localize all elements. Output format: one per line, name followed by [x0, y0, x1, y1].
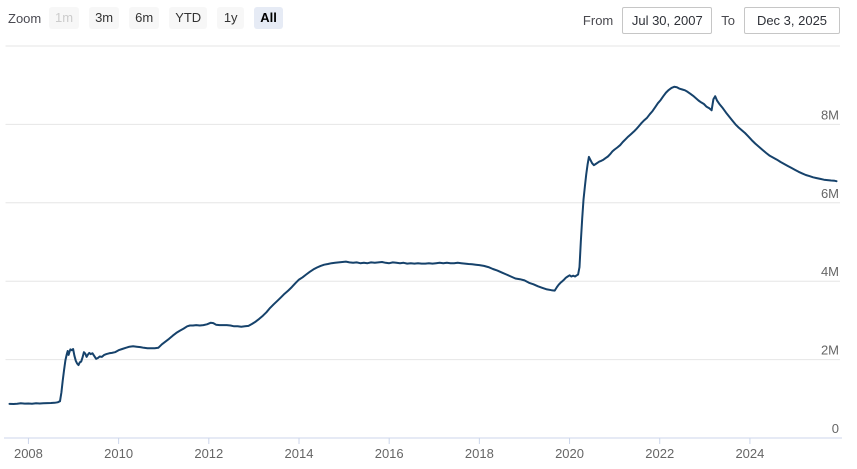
- x-axis-label: 2008: [14, 446, 43, 461]
- x-axis-label: 2020: [555, 446, 584, 461]
- x-axis-label: 2024: [735, 446, 764, 461]
- to-date-input[interactable]: [744, 7, 840, 34]
- x-axis-label: 2012: [194, 446, 223, 461]
- from-label: From: [582, 13, 614, 28]
- range-button-ytd[interactable]: YTD: [169, 7, 208, 29]
- x-axis-label: 2014: [285, 446, 314, 461]
- y-axis-label: 0: [832, 421, 839, 436]
- range-button-1y[interactable]: 1y: [217, 7, 245, 29]
- range-selector: Zoom 1m 3m 6m YTD 1y All From To: [0, 7, 857, 34]
- y-axis-label: 4M: [821, 264, 839, 279]
- zoom-label: Zoom: [8, 11, 42, 26]
- to-label: To: [721, 13, 735, 28]
- y-axis-label: 8M: [821, 107, 839, 122]
- range-button-all[interactable]: All: [254, 7, 283, 29]
- x-axis-label: 2010: [104, 446, 133, 461]
- date-range-inputs: From To: [583, 7, 840, 34]
- x-axis-label: 2016: [375, 446, 404, 461]
- range-button-6m[interactable]: 6m: [129, 7, 160, 29]
- series-line: [8, 85, 838, 405]
- range-buttons-group: 1m 3m 6m YTD 1y All: [49, 7, 283, 29]
- y-axis-label: 6M: [821, 186, 839, 201]
- from-date-input[interactable]: [622, 7, 713, 34]
- range-button-3m[interactable]: 3m: [89, 7, 120, 29]
- x-axis-label: 2018: [465, 446, 494, 461]
- range-button-1m: 1m: [49, 7, 80, 29]
- x-axis-label: 2022: [645, 446, 674, 461]
- y-axis-label: 2M: [821, 343, 839, 358]
